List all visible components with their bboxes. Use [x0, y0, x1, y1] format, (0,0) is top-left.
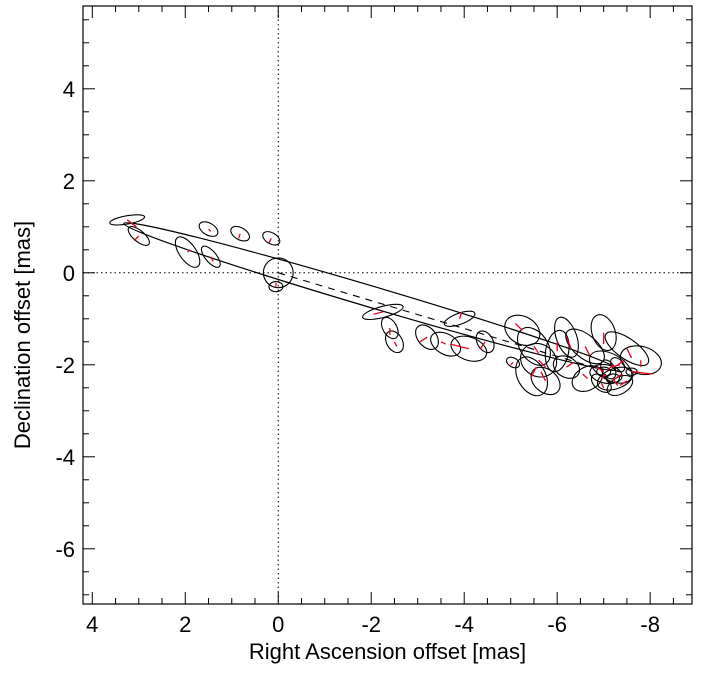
error-ellipse: [450, 335, 488, 362]
x-axis-title: Right Ascension offset [mas]: [249, 639, 526, 664]
error-ellipse: [590, 373, 612, 393]
residual-line: [600, 373, 607, 380]
residual-line: [450, 343, 470, 350]
x-tick-label: 0: [272, 612, 284, 637]
error-ellipse: [262, 231, 281, 246]
error-ellipse: [516, 326, 551, 366]
residual-line: [614, 373, 623, 380]
residual-line: [440, 341, 446, 345]
error-ellipse: [588, 350, 633, 384]
residual-line: [607, 364, 614, 370]
residual-line: [373, 311, 384, 315]
central-star-circle: [262, 257, 294, 289]
error-ellipse: [380, 316, 399, 340]
error-ellipse: [590, 314, 617, 352]
error-ellipse: [604, 331, 650, 367]
x-tick-label: 4: [86, 612, 98, 637]
error-ellipse: [200, 245, 221, 268]
residual-line: [419, 336, 428, 343]
residual-line: [610, 364, 621, 368]
residual-line: [533, 346, 540, 354]
measurements-layer: [109, 214, 662, 397]
residual-line: [208, 228, 212, 232]
origin-crosshair: [83, 6, 692, 604]
residual-line: [268, 238, 272, 244]
x-tick-label: 2: [179, 612, 191, 637]
x-tick-label: -8: [640, 612, 660, 637]
residual-line: [479, 341, 486, 350]
residual-line: [210, 256, 214, 262]
axis-ticks: [83, 6, 692, 604]
y-axis-title: Declination offset [mas]: [10, 221, 35, 449]
x-tick-label: -6: [547, 612, 567, 637]
error-ellipse: [109, 214, 146, 226]
residual-line: [617, 359, 625, 366]
y-tick-label: -2: [55, 353, 75, 378]
error-ellipse: [605, 373, 620, 384]
residual-line: [238, 233, 241, 239]
error-ellipse: [443, 310, 476, 327]
residual-line: [514, 322, 523, 331]
error-ellipse: [174, 236, 201, 268]
error-ellipse: [230, 225, 251, 242]
error-ellipse: [589, 363, 623, 385]
residual-line: [582, 373, 588, 380]
residual-line: [565, 336, 572, 349]
y-tick-label: 0: [63, 261, 75, 286]
residual-line: [540, 371, 547, 382]
tick-labels: 4 2 0 -2 -4 -6 -8 4 2 0 -2 -4 -6: [55, 77, 660, 637]
residual-line: [619, 380, 628, 387]
error-ellipse: [268, 280, 284, 293]
error-ellipse: [619, 345, 662, 376]
y-tick-label: 2: [63, 169, 75, 194]
residual-line: [133, 235, 140, 242]
error-ellipse: [430, 331, 462, 357]
residual-line: [187, 249, 191, 253]
y-tick-label: -6: [55, 537, 75, 562]
error-ellipse: [384, 330, 404, 354]
x-tick-label: -2: [361, 612, 381, 637]
residual-line: [531, 366, 537, 377]
residual-line: [631, 371, 653, 375]
error-ellipse: [515, 356, 549, 397]
residual-line: [584, 346, 591, 356]
error-ellipse: [554, 316, 579, 358]
error-ellipse: [198, 221, 219, 237]
error-ellipse: [552, 355, 581, 379]
residual-line: [538, 359, 547, 368]
orbit-layer: [123, 222, 620, 372]
error-ellipse: [544, 329, 570, 373]
error-ellipse: [530, 366, 561, 396]
error-ellipse: [475, 330, 495, 354]
error-ellipse: [506, 356, 521, 369]
plot-frame: [82, 5, 693, 605]
residual-line: [566, 361, 574, 368]
residual-line: [612, 378, 619, 386]
y-tick-label: 4: [63, 77, 75, 102]
x-tick-label: -4: [454, 612, 474, 637]
residual-line: [126, 219, 137, 228]
residual-line: [600, 382, 605, 389]
error-ellipse: [609, 357, 626, 373]
residual-line: [393, 341, 398, 347]
error-ellipse: [504, 314, 541, 346]
residual-line: [458, 311, 463, 320]
residual-line: [596, 366, 605, 373]
error-ellipse: [415, 324, 439, 350]
orbit-ellipse: [123, 222, 620, 372]
residual-line: [510, 362, 514, 366]
line-of-nodes: [278, 272, 604, 371]
residual-line: [626, 348, 633, 359]
residuals-layer: [126, 219, 653, 389]
y-tick-label: -4: [55, 445, 75, 470]
